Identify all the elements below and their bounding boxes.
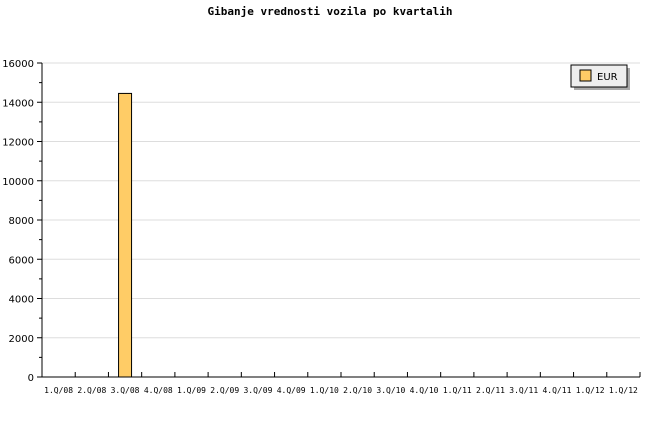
x-tick-label: 4.Q/10 (410, 386, 439, 395)
x-tick-label: 4.Q/11 (542, 386, 571, 395)
x-tick-label: 2.Q/11 (476, 386, 505, 395)
legend-swatch (579, 69, 592, 82)
x-tick-label: 3.Q/11 (509, 386, 538, 395)
x-tick-label: 2.Q/10 (343, 386, 372, 395)
x-tick-label: 1.Q/12 (576, 386, 605, 395)
x-tick-label: 2.Q/08 (77, 386, 106, 395)
y-tick-label: 8000 (9, 216, 34, 227)
y-tick-label: 0 (28, 373, 34, 384)
x-tick-label: 1.Q/08 (44, 386, 73, 395)
x-tick-label: 1.Q/12 (609, 386, 638, 395)
x-tick-label: 1.Q/11 (443, 386, 472, 395)
x-tick-label: 1.Q/10 (310, 386, 339, 395)
y-tick-label: 10000 (2, 177, 34, 188)
x-tick-label: 1.Q/09 (177, 386, 206, 395)
x-tick-label: 3.Q/08 (111, 386, 140, 395)
x-tick-label: 4.Q/08 (144, 386, 173, 395)
y-tick-label: 2000 (9, 334, 34, 345)
x-tick-label: 4.Q/09 (277, 386, 306, 395)
y-tick-label: 6000 (9, 255, 34, 266)
y-tick-label: 4000 (9, 295, 34, 306)
chart-title: Gibanje vrednosti vozila po kvartalih (207, 5, 453, 18)
legend-label: EUR (597, 72, 618, 83)
y-tick-label: 12000 (2, 138, 34, 149)
x-tick-label: 2.Q/09 (210, 386, 239, 395)
x-tick-label: 3.Q/09 (243, 386, 272, 395)
y-tick-label: 14000 (2, 98, 34, 109)
y-tick-label: 16000 (2, 59, 34, 70)
bar (118, 92, 133, 378)
x-tick-label: 3.Q/10 (376, 386, 405, 395)
